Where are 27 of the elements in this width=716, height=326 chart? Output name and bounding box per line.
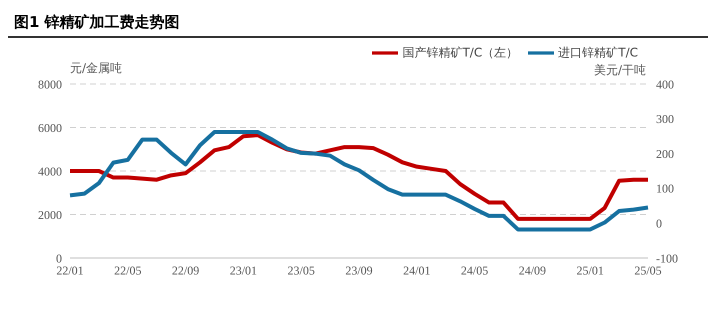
x-tick-label: 23/05 [288,264,315,278]
x-tick-label: 22/01 [56,264,84,278]
x-tick-label: 22/05 [114,264,142,278]
y2-axis-title: 美元/干吨 [594,62,646,79]
x-tick-label: 23/01 [230,264,258,278]
y2-tick-label: 0 [656,216,662,230]
y2-tick-label: 400 [656,77,674,92]
y2-tick-label: 300 [656,112,674,126]
legend-label: 国产锌精矿T/C（左） [402,45,518,60]
y-axis-title: 元/金属吨 [70,60,122,77]
x-tick-label: 24/01 [403,264,430,278]
y-tick-label: 0 [56,251,62,266]
x-tick-label: 25/01 [576,264,604,278]
y-tick-label: 2000 [38,208,62,222]
y2-tick-label: -100 [656,251,678,266]
x-tick-label: 23/09 [345,264,373,278]
y-tick-label: 6000 [38,120,62,135]
y-tick-label: 4000 [38,164,62,178]
y2-tick-label: 100 [656,182,674,196]
legend-label: 进口锌精矿T/C [558,45,638,60]
x-tick-label: 24/05 [460,264,488,278]
x-tick-label: 22/09 [172,264,200,278]
x-tick-label: 25/05 [634,264,662,278]
y-tick-label: 8000 [38,77,62,92]
y2-tick-label: 200 [656,146,674,161]
x-tick-label: 24/09 [518,264,546,278]
chart-title: 图1 锌精矿加工费走势图 [8,8,708,38]
